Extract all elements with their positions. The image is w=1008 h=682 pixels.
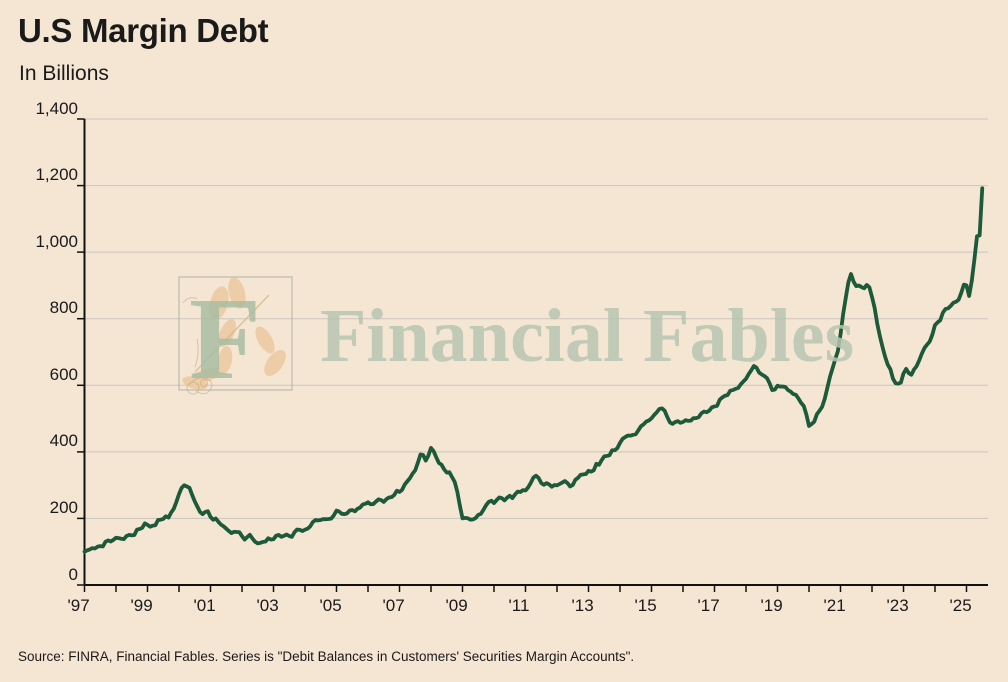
svg-text:Financial Fables: Financial Fables: [320, 294, 854, 378]
svg-text:F: F: [189, 275, 261, 404]
